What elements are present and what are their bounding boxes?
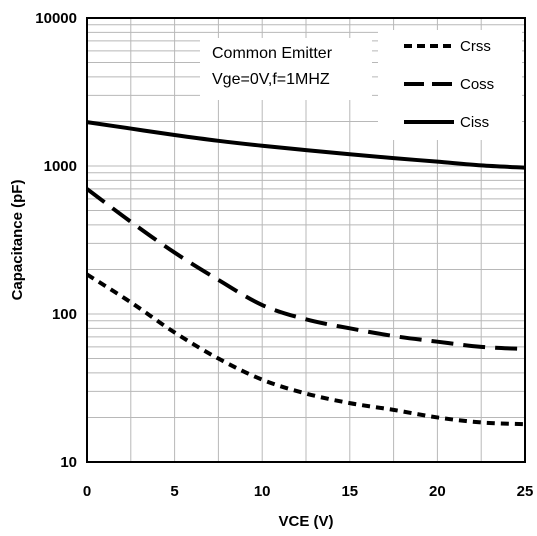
legend: Crss Coss Ciss bbox=[378, 30, 522, 140]
plot-frame bbox=[86, 17, 526, 463]
y-tick-label: 10000 bbox=[35, 10, 77, 27]
x-tick-label: 0 bbox=[83, 483, 91, 500]
annotation-line-2: Vge=0V,f=1MHZ bbox=[212, 71, 330, 88]
x-tick-label: 15 bbox=[341, 483, 358, 500]
x-tick-label: 5 bbox=[170, 483, 178, 500]
y-tick-label: 10 bbox=[60, 454, 77, 471]
annotation-line-1: Common Emitter bbox=[212, 45, 333, 62]
series-line-crss bbox=[85, 272, 526, 427]
x-tick-label: 25 bbox=[517, 483, 534, 500]
x-tick-label: 10 bbox=[254, 483, 271, 500]
legend-label-coss: Coss bbox=[460, 76, 494, 93]
axis-ticks: 0 5 10 15 20 25 10 100 1000 10000 bbox=[35, 10, 533, 500]
y-tick-label: 100 bbox=[52, 306, 77, 323]
legend-label-crss: Crss bbox=[460, 38, 491, 55]
series-line-coss bbox=[85, 187, 526, 352]
y-axis-title: Capacitance (pF) bbox=[9, 180, 26, 301]
series-line-ciss bbox=[86, 120, 526, 170]
annotation-background bbox=[200, 38, 372, 100]
legend-label-ciss: Ciss bbox=[460, 114, 489, 131]
series-lines bbox=[85, 120, 526, 427]
x-tick-label: 20 bbox=[429, 483, 446, 500]
y-tick-label: 1000 bbox=[44, 158, 77, 175]
x-axis-title: VCE (V) bbox=[278, 513, 333, 530]
